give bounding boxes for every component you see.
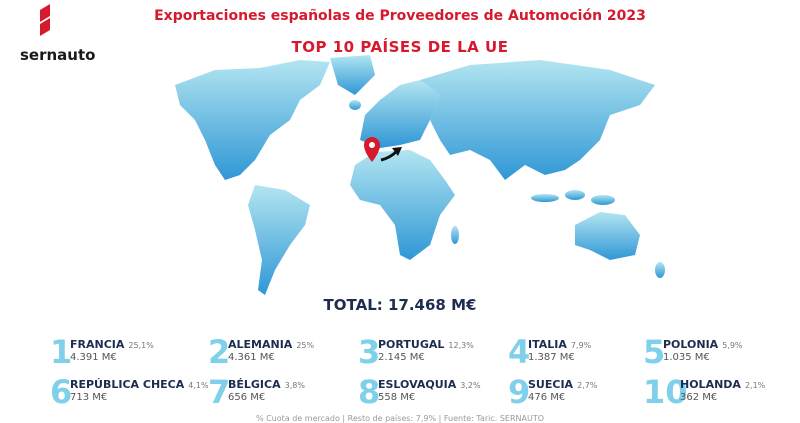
rank: 10 — [643, 373, 688, 411]
value: 4.361 M€ — [228, 352, 275, 363]
total: TOTAL: 17.468 M€ — [323, 296, 477, 314]
pin-dot — [369, 142, 375, 148]
share: 25% — [296, 341, 315, 350]
share: 5,9% — [722, 341, 743, 350]
country-name: ALEMANIA 25% — [228, 338, 314, 351]
country-name: PORTUGAL 12,3% — [378, 338, 474, 351]
country-name: REPÚBLICA CHECA 4,1% — [70, 378, 209, 391]
continents — [40, 4, 665, 295]
country-item: 3 PORTUGAL 12,3% 2.145 M€ — [358, 333, 518, 372]
country-name: SUECIA 2,7% — [528, 378, 597, 391]
share: 4,1% — [188, 381, 209, 390]
country-name: FRANCIA 25,1% — [70, 338, 154, 351]
country-name: BÉLGICA 3,8% — [228, 378, 305, 391]
country-item: 6 REPÚBLICA CHECA 4,1% 713 M€ — [50, 373, 210, 412]
rank: 4 — [508, 333, 531, 371]
name-text: SUECIA — [528, 378, 574, 391]
rank: 2 — [208, 333, 231, 371]
name-text: HOLANDA — [680, 378, 741, 391]
country-item: 7 BÉLGICA 3,8% 656 M€ — [208, 373, 368, 412]
name-text: POLONIA — [663, 338, 719, 351]
country-item: 5 POLONIA 5,9% 1.035 M€ — [643, 333, 800, 372]
name-text: FRANCIA — [70, 338, 125, 351]
rank: 6 — [50, 373, 73, 411]
title: Exportaciones españolas de Proveedores d… — [154, 8, 646, 24]
name-text: ESLOVAQUIA — [378, 378, 457, 391]
rank: 7 — [208, 373, 231, 411]
value: 2.145 M€ — [378, 352, 425, 363]
value: 1.387 M€ — [528, 352, 575, 363]
country-name: ESLOVAQUIA 3,2% — [378, 378, 481, 391]
country-item: 2 ALEMANIA 25% 4.361 M€ — [208, 333, 368, 372]
country-item: 9 SUECIA 2,7% 476 M€ — [508, 373, 668, 412]
share: 2,1% — [744, 381, 766, 390]
country-item: 4 ITALIA 7,9% 1.387 M€ — [508, 333, 668, 372]
pin — [364, 137, 380, 162]
name-text: ALEMANIA — [228, 338, 293, 351]
name-text: ITALIA — [528, 338, 567, 351]
name-text: PORTUGAL — [378, 338, 445, 351]
share: 7,9% — [570, 341, 592, 350]
subtitle: TOP 10 PAÍSES DE LA UE — [291, 38, 509, 56]
rank: 5 — [643, 333, 666, 371]
country-item: 8 ESLOVAQUIA 3,2% 558 M€ — [358, 373, 518, 412]
country-item: 10 HOLANDA 2,1% 362 M€ — [643, 373, 800, 412]
share: 2,7% — [577, 381, 598, 390]
value: 656 M€ — [228, 392, 266, 403]
logo: sernauto — [20, 46, 96, 64]
country-name: POLONIA 5,9% — [663, 338, 743, 351]
value: 362 M€ — [680, 392, 718, 403]
value: 558 M€ — [378, 392, 416, 403]
arrow-head — [392, 147, 402, 156]
value: 4.391 M€ — [70, 352, 117, 363]
footer: % Cuota de mercado | Resto de países: 7,… — [255, 414, 545, 423]
country-name: HOLANDA 2,1% — [680, 378, 765, 391]
share: 3,2% — [460, 381, 481, 390]
value: 476 M€ — [528, 392, 566, 403]
rank: 1 — [50, 333, 73, 371]
rank: 9 — [508, 373, 531, 411]
name-text: BÉLGICA — [228, 378, 281, 391]
rank: 3 — [358, 333, 381, 371]
value: 713 M€ — [70, 392, 108, 403]
country-name: ITALIA 7,9% — [528, 338, 591, 351]
share: 25,1% — [128, 341, 154, 350]
rank: 8 — [358, 373, 381, 411]
value: 1.035 M€ — [663, 352, 710, 363]
share: 12,3% — [448, 341, 474, 350]
name-text: REPÚBLICA CHECA — [70, 378, 185, 391]
country-item: 1 FRANCIA 25,1% 4.391 M€ — [50, 333, 210, 372]
share: 3,8% — [284, 381, 305, 390]
